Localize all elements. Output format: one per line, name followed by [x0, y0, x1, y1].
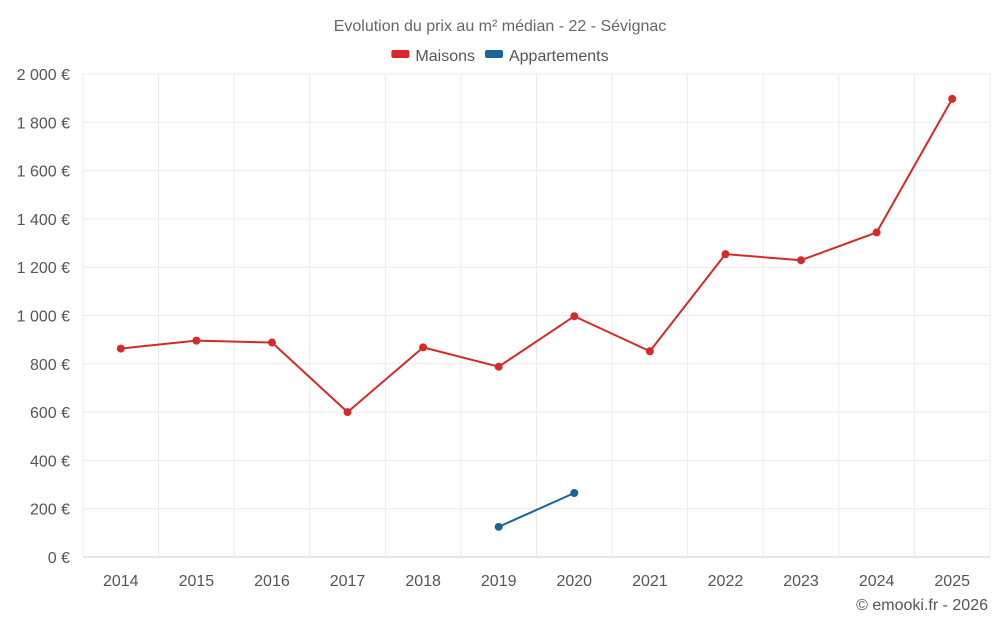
chart-title: Evolution du prix au m² médian - 22 - Sé… [334, 18, 667, 35]
x-tick-label: 2023 [783, 573, 819, 590]
y-tick-label: 1 200 € [17, 260, 70, 277]
x-tick-label: 2021 [632, 573, 668, 590]
x-tick-label: 2019 [481, 573, 517, 590]
x-tick-label: 2024 [859, 573, 895, 590]
series-line-appartements [498, 492, 575, 528]
data-point-maisons[interactable] [948, 94, 957, 103]
y-tick-label: 1 000 € [17, 309, 70, 326]
grid-lines [82, 73, 991, 558]
data-point-maisons[interactable] [192, 336, 201, 345]
y-tick-label: 1 600 € [17, 164, 70, 181]
y-tick-label: 200 € [30, 502, 70, 519]
y-tick-label: 1 400 € [17, 212, 70, 229]
data-point-appartements[interactable] [570, 489, 579, 498]
legend-swatch [391, 50, 410, 58]
legend-item-appartements[interactable]: Appartements [484, 48, 609, 65]
data-point-maisons[interactable] [872, 228, 881, 237]
chart-credit: © emooki.fr - 2026 [856, 597, 988, 614]
data-point-maisons[interactable] [494, 362, 503, 371]
series-maisons [116, 94, 957, 417]
data-point-maisons[interactable] [645, 347, 654, 356]
legend-swatch [484, 50, 503, 58]
x-tick-label: 2020 [556, 573, 592, 590]
data-point-maisons[interactable] [797, 256, 806, 265]
legend-item-maisons[interactable]: Maisons [391, 48, 475, 65]
data-point-maisons[interactable] [570, 312, 579, 321]
series-layer [116, 94, 957, 531]
y-tick-label: 800 € [30, 357, 70, 374]
x-axis: 2014 2015 2016 2017 2018 2019 2020 2021 2022 2023… [103, 573, 970, 590]
data-point-maisons[interactable] [419, 343, 428, 352]
x-tick-label: 2017 [330, 573, 366, 590]
series-line-maisons [120, 98, 954, 414]
y-tick-label: 400 € [30, 453, 70, 470]
data-point-maisons[interactable] [721, 250, 730, 259]
data-point-appartements[interactable] [494, 522, 503, 531]
x-tick-label: 2022 [708, 573, 744, 590]
data-point-maisons[interactable] [267, 338, 276, 347]
data-point-maisons[interactable] [116, 344, 125, 353]
y-tick-label: 0 € [48, 550, 70, 567]
legend-label: Appartements [509, 48, 609, 65]
y-tick-label: 1 800 € [17, 115, 70, 132]
data-point-maisons[interactable] [343, 408, 352, 417]
y-axis: 0 € 200 € 400 € 600 € 800 € 1 000 € 1 200 € 1 4… [17, 67, 70, 567]
x-tick-label: 2018 [405, 573, 441, 590]
x-tick-label: 2025 [934, 573, 970, 590]
legend: Maisons Appartements [391, 48, 609, 65]
series-appartements [494, 489, 579, 531]
legend-label: Maisons [415, 48, 475, 65]
x-tick-label: 2015 [179, 573, 215, 590]
x-tick-label: 2014 [103, 573, 139, 590]
y-tick-label: 600 € [30, 405, 70, 422]
x-tick-label: 2016 [254, 573, 290, 590]
y-tick-label: 2 000 € [17, 67, 70, 84]
